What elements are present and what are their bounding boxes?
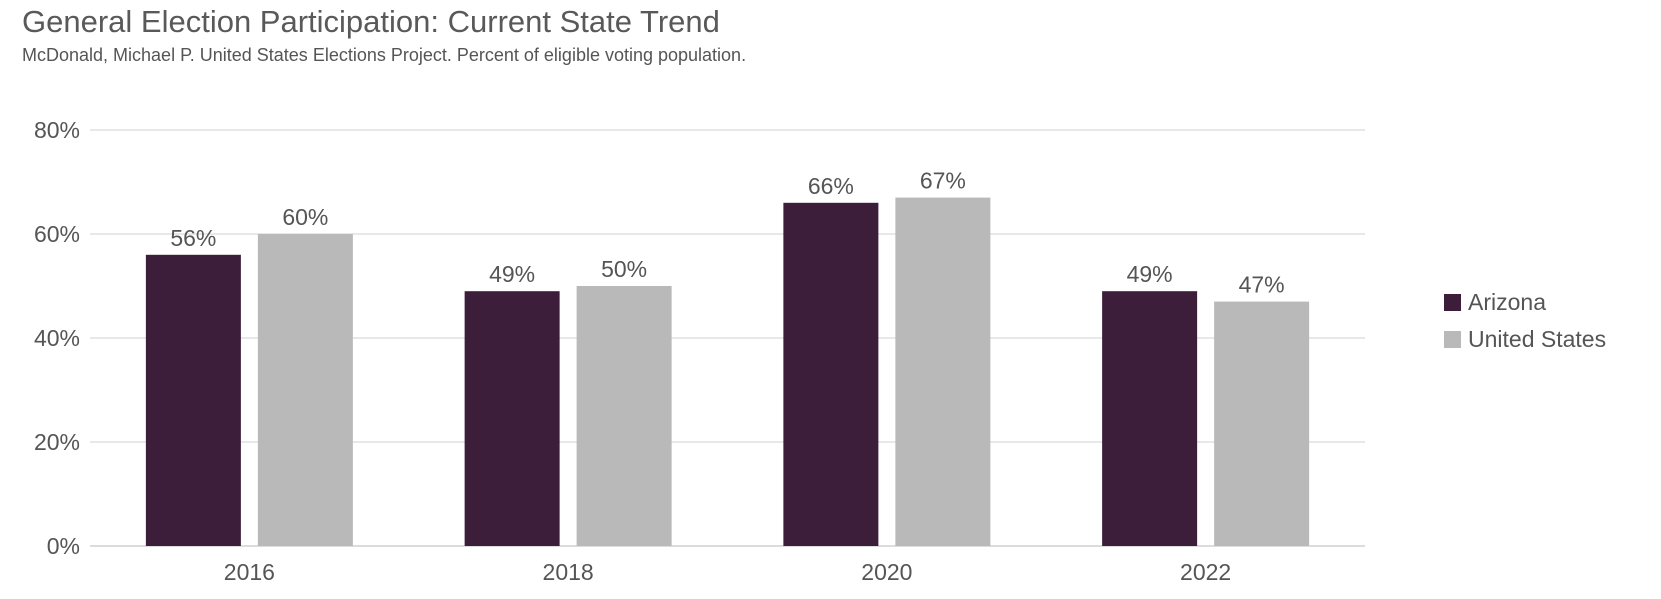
y-tick-label: 60% (34, 221, 80, 247)
bar-arizona-2022 (1102, 291, 1198, 546)
bar-arizona-2020 (783, 202, 879, 547)
y-tick-label: 0% (47, 533, 80, 559)
legend-swatch-united-states (1444, 331, 1461, 348)
x-tick-label: 2018 (543, 559, 594, 585)
y-tick-label: 40% (34, 325, 80, 351)
y-tick-label: 20% (34, 429, 80, 455)
bar-united-states-2022 (1214, 301, 1310, 546)
data-label-united-states-2020: 67% (920, 168, 966, 194)
legend-label-united-states: United States (1468, 326, 1607, 352)
y-tick-label: 80% (34, 117, 80, 143)
bar-united-states-2018 (576, 286, 672, 546)
chart-title: General Election Participation: Current … (22, 4, 720, 39)
x-tick-label: 2016 (224, 559, 275, 585)
bar-arizona-2016 (145, 254, 241, 547)
bar-arizona-2018 (464, 291, 560, 546)
x-tick-label: 2020 (861, 559, 912, 585)
data-label-arizona-2020: 66% (808, 173, 854, 199)
data-label-arizona-2022: 49% (1127, 261, 1173, 287)
legend-item-arizona[interactable]: Arizona (1444, 284, 1606, 321)
legend-item-united-states[interactable]: United States (1444, 321, 1606, 358)
chart-subtitle: McDonald, Michael P. United States Elect… (22, 45, 747, 65)
legend-swatch-arizona (1444, 294, 1461, 311)
x-tick-label: 2022 (1180, 559, 1231, 585)
bar-united-states-2016 (257, 234, 353, 546)
data-label-united-states-2018: 50% (601, 256, 647, 282)
data-label-united-states-2022: 47% (1239, 272, 1285, 298)
bar-united-states-2020 (895, 197, 991, 546)
data-label-united-states-2016: 60% (282, 204, 328, 230)
data-label-arizona-2016: 56% (170, 225, 216, 251)
chart-legend: Arizona United States (1444, 284, 1606, 358)
data-label-arizona-2018: 49% (489, 261, 535, 287)
legend-label-arizona: Arizona (1468, 289, 1546, 315)
